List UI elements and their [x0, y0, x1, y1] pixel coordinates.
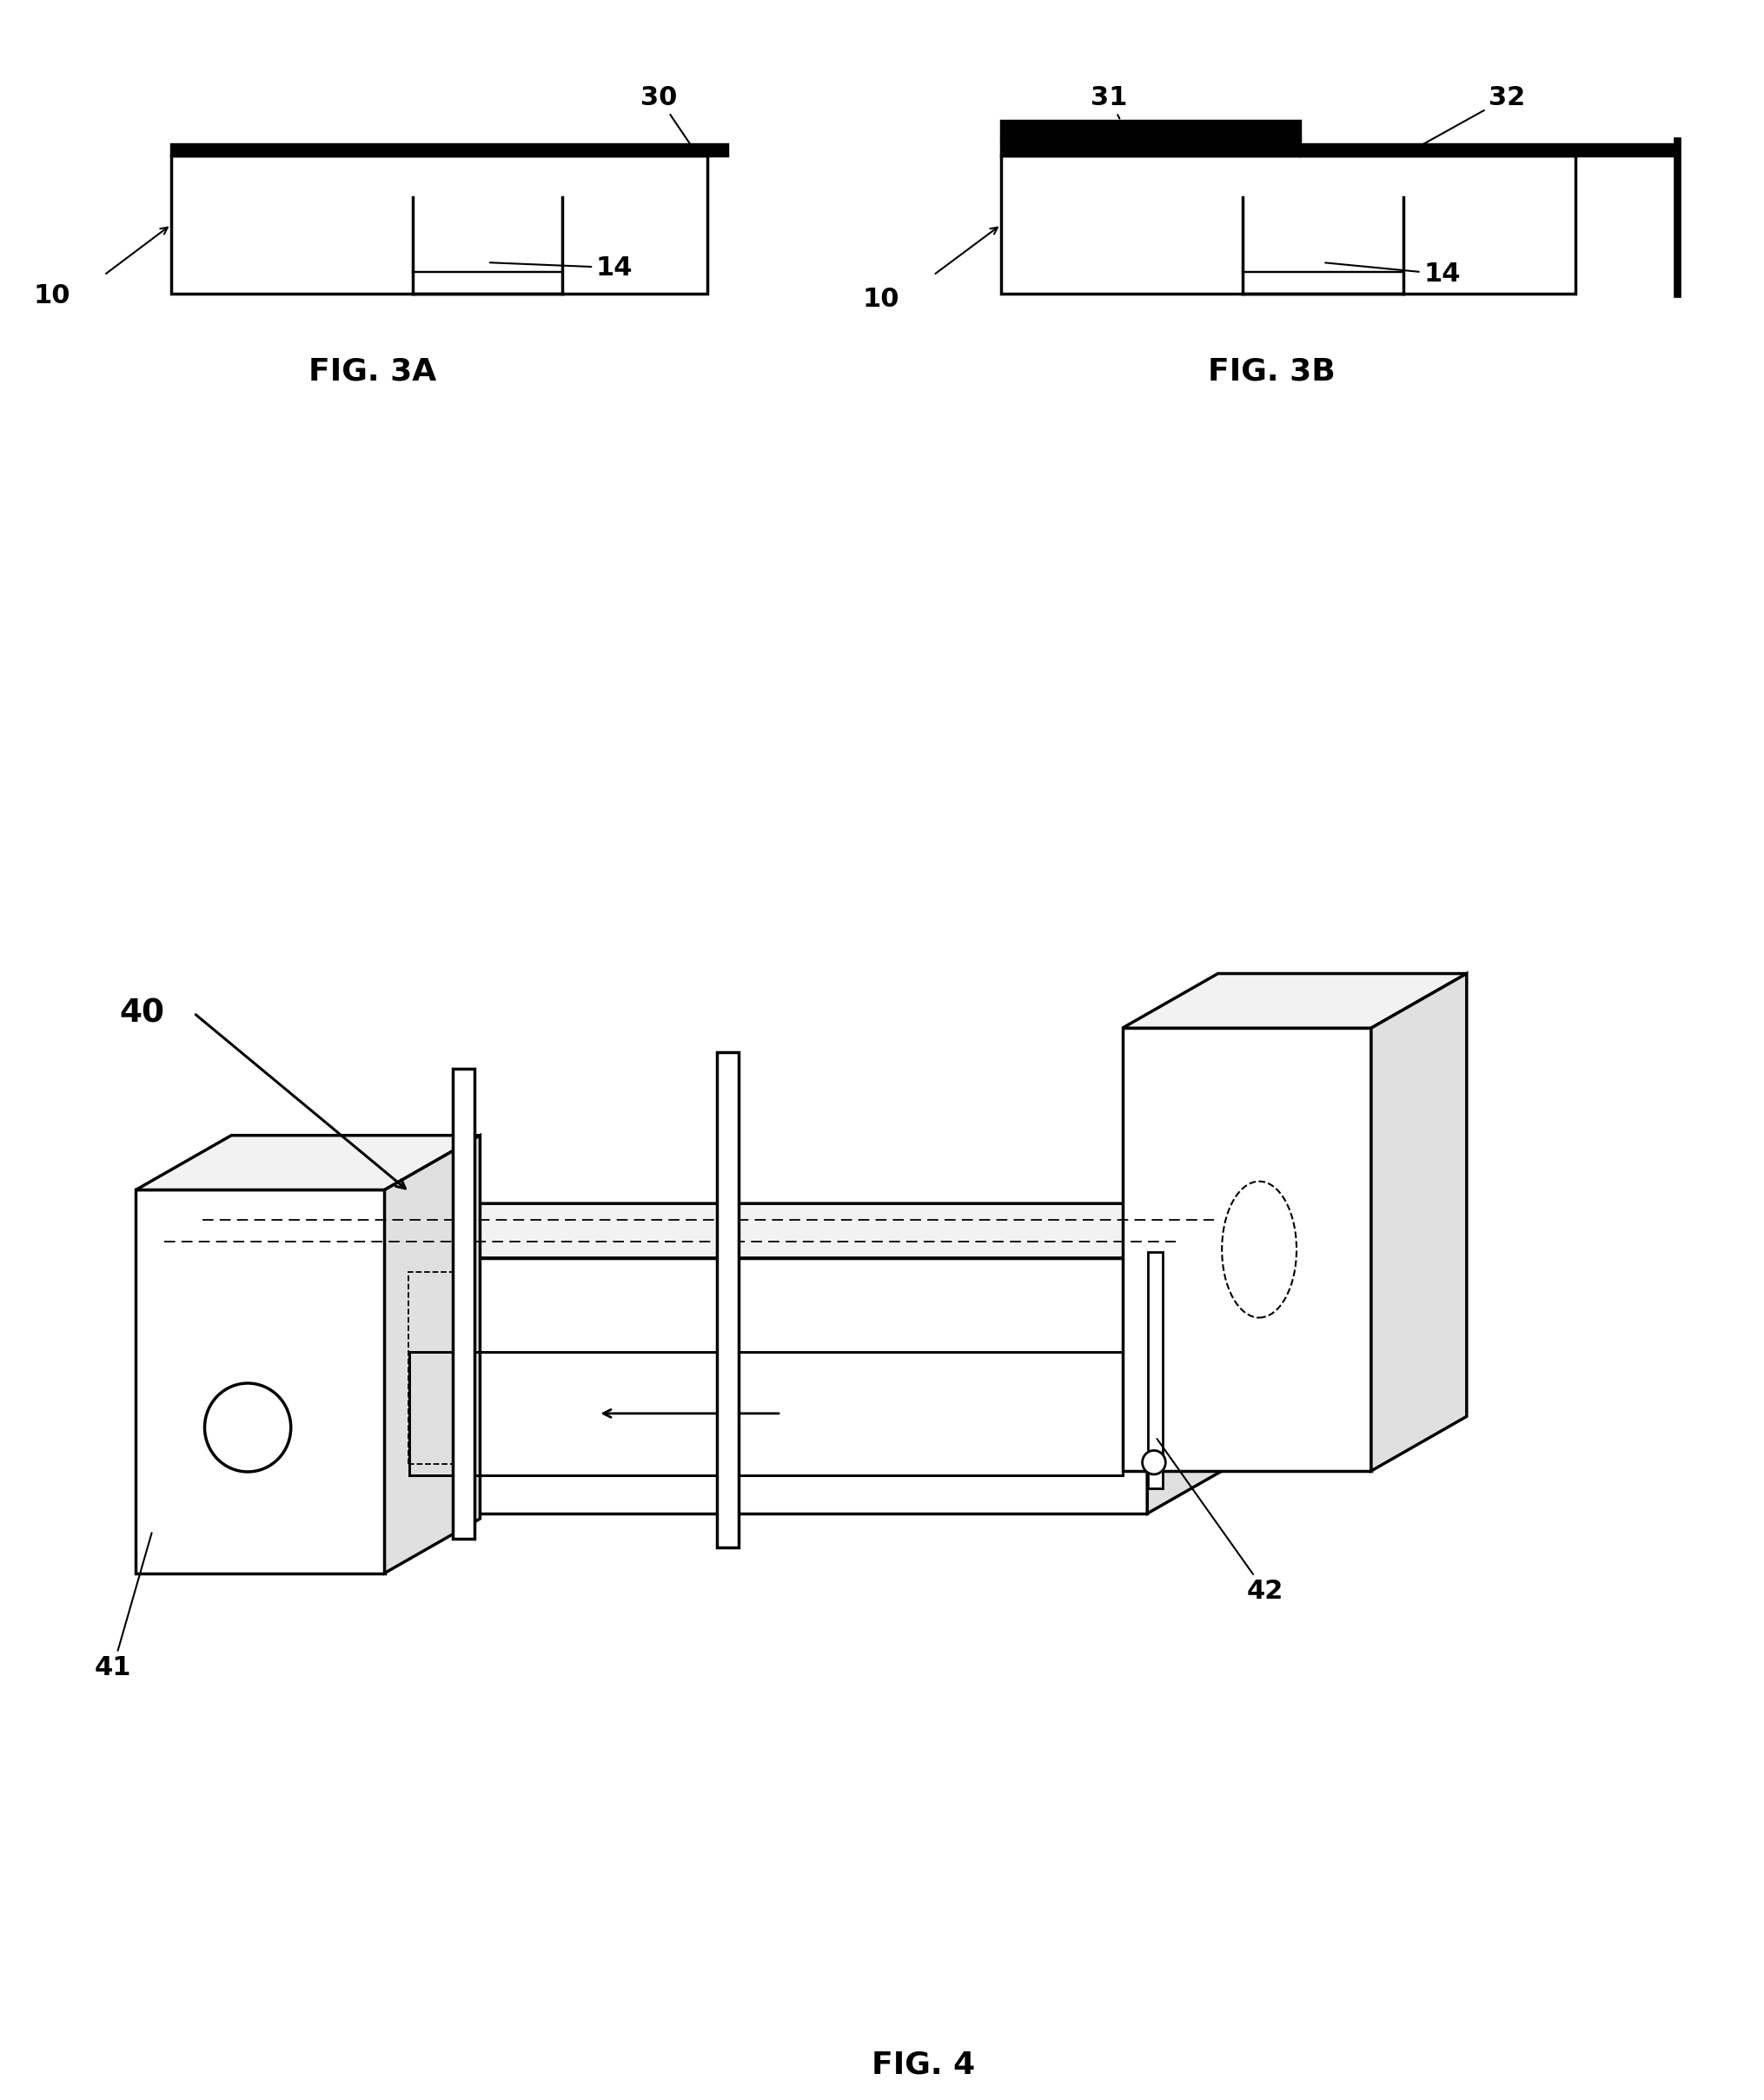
Text: FIG. 3A: FIG. 3A: [309, 357, 436, 386]
Bar: [1148, 1252, 1162, 1489]
Text: 32: 32: [1415, 84, 1526, 149]
Polygon shape: [136, 1136, 480, 1191]
Polygon shape: [385, 1258, 1147, 1514]
Polygon shape: [136, 1191, 385, 1573]
Polygon shape: [1122, 974, 1466, 1029]
Text: FIG. 4: FIG. 4: [871, 2050, 975, 2079]
Text: 10: 10: [34, 284, 71, 309]
Circle shape: [1143, 1451, 1166, 1474]
Polygon shape: [1371, 974, 1466, 1470]
Bar: [1000, 122, 1300, 155]
Text: 31: 31: [1090, 84, 1127, 118]
Text: 30: 30: [640, 84, 693, 147]
Polygon shape: [385, 1136, 480, 1573]
Bar: [453, 1069, 475, 1539]
Bar: [716, 1052, 739, 1548]
Circle shape: [205, 1384, 291, 1472]
Text: 42: 42: [1157, 1438, 1284, 1604]
Polygon shape: [385, 1203, 1244, 1258]
Polygon shape: [1122, 1029, 1371, 1470]
Bar: [1000, 155, 1575, 294]
Text: FIG. 3B: FIG. 3B: [1208, 357, 1335, 386]
Text: 10: 10: [863, 286, 900, 311]
Text: 40: 40: [120, 998, 164, 1029]
Bar: [171, 145, 727, 155]
Text: 14: 14: [490, 254, 633, 279]
Text: 14: 14: [1325, 260, 1461, 286]
Bar: [171, 155, 707, 294]
Polygon shape: [1147, 1203, 1244, 1514]
Text: 41: 41: [93, 1533, 152, 1680]
Bar: [1300, 145, 1678, 155]
Bar: [409, 1273, 457, 1464]
